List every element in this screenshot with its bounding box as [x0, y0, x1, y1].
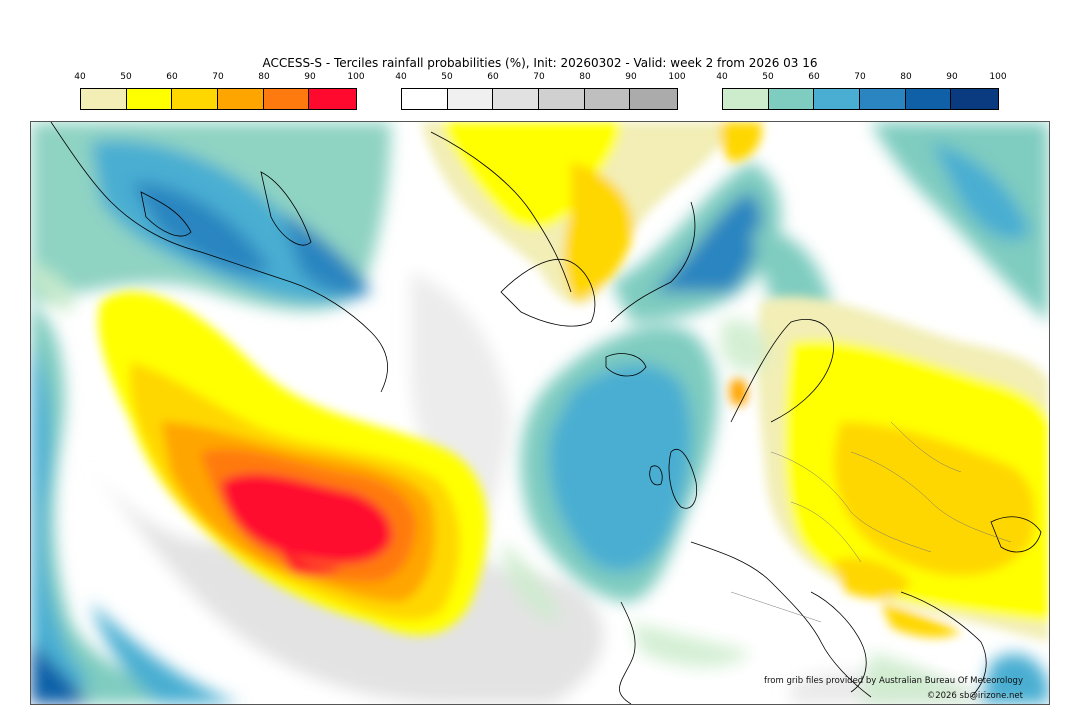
tick-label: 100: [989, 72, 1007, 82]
tick-label: 40: [74, 72, 86, 82]
above-normal-field-europe: [756, 296, 1049, 642]
tick-label: 50: [441, 72, 453, 82]
border-line: [850, 451, 1012, 543]
coast-britain: [668, 449, 698, 509]
border-line: [770, 451, 932, 553]
colorbar-above-normal: 40 50 60 70 80 90 100: [74, 72, 365, 112]
coast-ireland: [649, 465, 663, 486]
color-swatch: [768, 89, 815, 109]
tick-label: 80: [900, 72, 912, 82]
above-normal-field-greenland: [421, 122, 762, 406]
tick-label: 40: [716, 72, 728, 82]
coast-canada: [50, 122, 388, 393]
tick-label: 60: [808, 72, 820, 82]
border-line: [890, 421, 962, 473]
tick-label: 70: [212, 72, 224, 82]
tick-label: 70: [854, 72, 866, 82]
chart-title: ACCESS-S - Terciles rainfall probabiliti…: [262, 56, 818, 70]
border-line: [790, 501, 862, 563]
color-swatch: [447, 89, 494, 109]
color-swatch: [539, 89, 585, 109]
color-swatch: [126, 89, 173, 109]
below-normal-field-atlantic: [520, 122, 1049, 704]
colorbar-ticks: 40 50 60 70 80 90 100: [395, 72, 685, 84]
tick-label: 90: [625, 72, 637, 82]
color-swatch: [630, 89, 678, 109]
tick-label: 100: [347, 72, 365, 82]
coast-greenland-east: [610, 201, 696, 323]
coast-italy: [810, 591, 867, 693]
tick-label: 70: [533, 72, 545, 82]
color-swatch: [172, 89, 219, 109]
coast-island: [140, 191, 192, 237]
tick-label: 80: [258, 72, 270, 82]
coast-scandinavia: [730, 319, 834, 423]
source-credit: from grib files provided by Australian B…: [763, 676, 1023, 686]
color-swatch: [723, 89, 769, 109]
tick-label: 50: [762, 72, 774, 82]
color-swatch: [81, 89, 127, 109]
tick-label: 90: [304, 72, 316, 82]
tick-label: 60: [487, 72, 499, 82]
above-normal-field-atlantic: [98, 291, 488, 636]
color-swatch: [860, 89, 906, 109]
colorbar-swatches: [80, 88, 357, 110]
copyright-credit: ©2026 sb@irizone.net: [926, 691, 1023, 701]
color-swatch: [402, 89, 448, 109]
coast-black-sea: [990, 516, 1042, 553]
colorbar-near-normal: 40 50 60 70 80 90 100: [395, 72, 686, 112]
forecast-map[interactable]: from grib files provided by Australian B…: [30, 121, 1050, 705]
map-canvas: [31, 122, 1049, 704]
coast-iceland: [605, 353, 647, 377]
color-swatch: [309, 89, 357, 109]
coast-greenland-west: [430, 131, 572, 293]
tick-label: 80: [579, 72, 591, 82]
borders: [730, 421, 1012, 623]
color-swatch: [905, 89, 952, 109]
tick-label: 40: [395, 72, 407, 82]
color-swatch: [584, 89, 631, 109]
coastlines: [50, 122, 1042, 704]
colorbar-swatches: [722, 88, 999, 110]
below-normal-field-west: [31, 122, 391, 704]
below-normal-light-field: [31, 262, 981, 704]
tick-label: 50: [120, 72, 132, 82]
coast-greenland-south: [500, 258, 596, 327]
color-swatch: [493, 89, 540, 109]
coast-iberia: [619, 601, 636, 704]
tick-label: 60: [166, 72, 178, 82]
tick-label: 90: [946, 72, 958, 82]
color-swatch: [263, 89, 310, 109]
coast-western-europe: [690, 541, 872, 698]
color-swatch: [218, 89, 264, 109]
coast-island: [260, 171, 312, 246]
colorbar-below-normal: 40 50 60 70 80 90 100: [716, 72, 1007, 112]
coast-balkans: [900, 591, 987, 698]
color-swatch: [951, 89, 999, 109]
colorbar-ticks: 40 50 60 70 80 90 100: [74, 72, 364, 84]
tick-label: 100: [668, 72, 686, 82]
colorbar-ticks: 40 50 60 70 80 90 100: [716, 72, 1006, 84]
border-line: [730, 591, 822, 623]
colorbar-swatches: [401, 88, 678, 110]
color-swatch: [814, 89, 861, 109]
